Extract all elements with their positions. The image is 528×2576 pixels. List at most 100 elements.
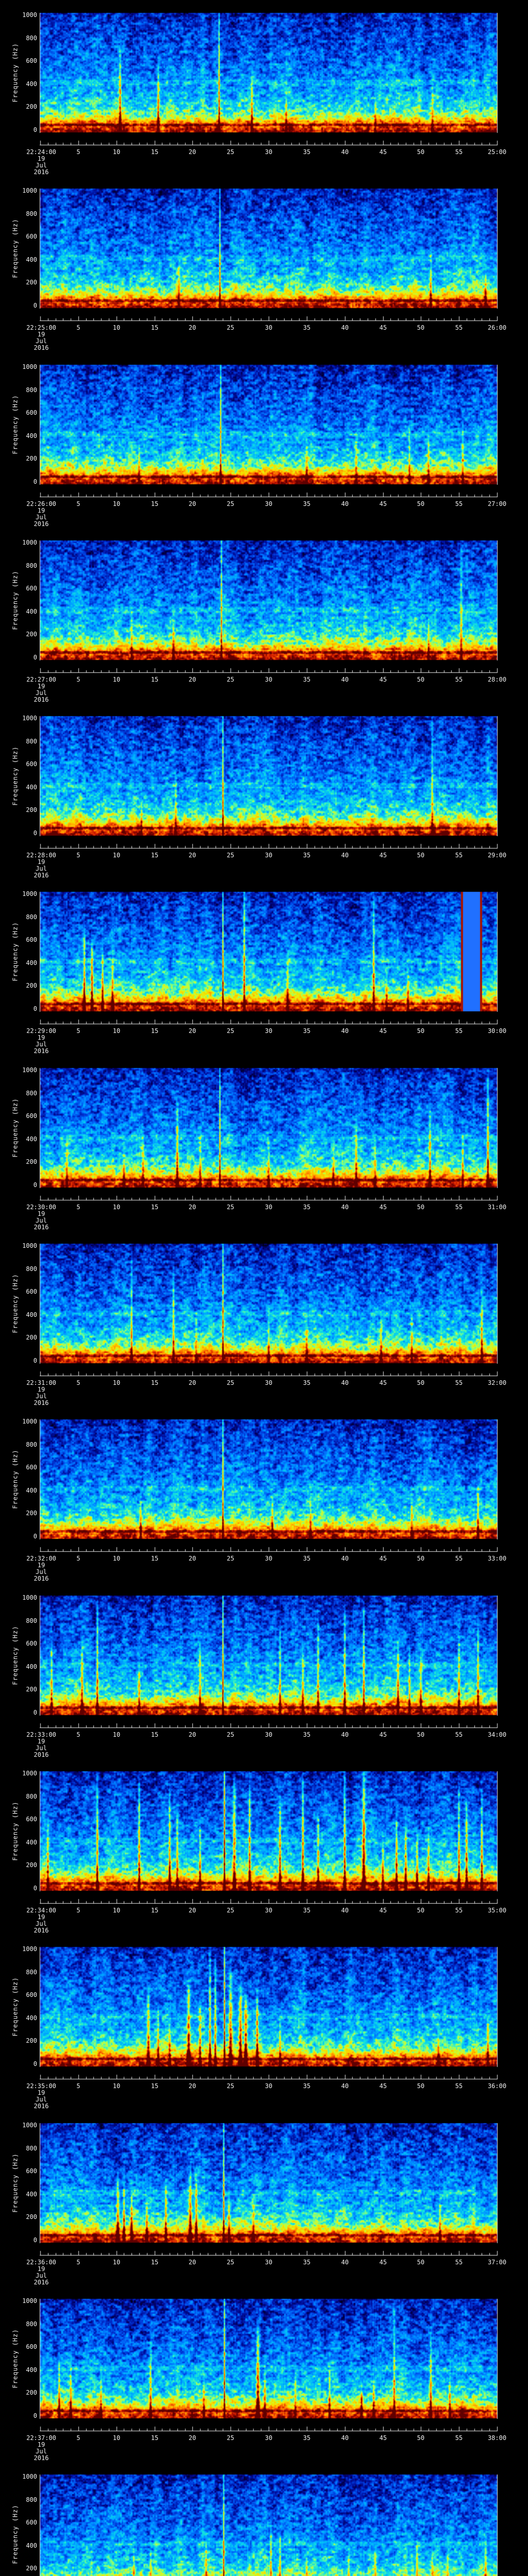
x-tick-label: 30	[265, 1204, 273, 1211]
y-tick-label: 600	[26, 57, 37, 64]
spectrogram-canvas	[0, 1055, 528, 1231]
y-tick-label: 200	[26, 1861, 37, 1869]
x-tick-label: 30	[265, 2082, 273, 2090]
x-tick-label: 40	[341, 1204, 349, 1211]
x-start-time-label: 22:26:00	[26, 500, 56, 507]
x-tick-label: 5	[76, 852, 80, 859]
x-tick-label: 20	[188, 852, 196, 859]
x-tick-label: 15	[151, 852, 159, 859]
spectrogram-panel-6: 0 200 400 600 800 1000 Frequency (Hz) 22:29:00 5…	[0, 879, 528, 1055]
y-tick-label: 800	[26, 2496, 37, 2503]
y-tick-label: 400	[26, 1311, 37, 1318]
x-tick-label: 10	[112, 1731, 121, 1738]
x-tick-label: 15	[151, 1379, 159, 1386]
x-tick-label: 50	[417, 1907, 425, 1914]
x-tick-label: 25	[226, 2434, 235, 2442]
x-tick-label: 50	[417, 148, 425, 156]
spectrogram-canvas	[0, 2462, 528, 2576]
x-tick-label: 45	[379, 1555, 387, 1562]
x-tick-label: 20	[188, 1907, 196, 1914]
y-tick-label: 400	[26, 1839, 37, 1846]
y-axis-title: Frequency (Hz)	[11, 570, 19, 630]
x-tick-label: 50	[417, 2082, 425, 2090]
x-end-time-label: 34:00	[487, 1731, 507, 1738]
x-tick-label: 15	[151, 2434, 159, 2442]
y-tick-label: 0	[33, 126, 37, 133]
x-start-time-label: 22:25:00	[26, 324, 56, 331]
x-tick-label: 40	[341, 1907, 349, 1914]
x-tick-label: 10	[112, 1027, 121, 1035]
y-axis-title: Frequency (Hz)	[11, 43, 19, 103]
x-tick-label: 30	[265, 148, 273, 156]
x-tick-label: 40	[341, 1379, 349, 1386]
y-tick-label: 0	[33, 654, 37, 661]
x-tick-label: 55	[455, 500, 463, 507]
x-tick-label: 20	[188, 2434, 196, 2442]
x-tick-label: 50	[417, 1731, 425, 1738]
y-tick-label: 800	[26, 1793, 37, 1800]
x-tick-label: 5	[76, 1379, 80, 1386]
date-line: 2016	[34, 344, 49, 351]
date-line: 2016	[34, 520, 49, 528]
y-tick-label: 600	[26, 2519, 37, 2526]
spectrogram-panel-11: 0 200 400 600 800 1000 Frequency (Hz) 22:34:00 5…	[0, 1758, 528, 1935]
x-tick-label: 30	[265, 1027, 273, 1035]
x-tick-label: 20	[188, 2259, 196, 2266]
y-axis-title: Frequency (Hz)	[11, 1098, 19, 1158]
date-line: Jul	[36, 337, 47, 345]
x-tick-label: 20	[188, 1731, 196, 1738]
spectrogram-canvas	[0, 1934, 528, 2110]
y-tick-label: 400	[26, 256, 37, 263]
x-tick-label: 30	[265, 500, 273, 507]
date-line: 2016	[34, 1575, 49, 1582]
y-tick-label: 1000	[22, 2297, 37, 2304]
y-tick-label: 400	[26, 608, 37, 615]
x-tick-label: 35	[303, 500, 311, 507]
x-end-time-label: 38:00	[487, 2434, 507, 2442]
x-tick-label: 30	[265, 1379, 273, 1386]
spectrogram-panel-14: 0 200 400 600 800 1000 Frequency (Hz) 22:37:00 5…	[0, 2286, 528, 2462]
x-tick-label: 55	[455, 1555, 463, 1562]
x-tick-label: 35	[303, 852, 311, 859]
y-tick-label: 600	[26, 585, 37, 592]
date-line: Jul	[36, 2272, 47, 2279]
date-line: Jul	[36, 162, 47, 169]
x-tick-label: 50	[417, 1555, 425, 1562]
x-tick-label: 10	[112, 1204, 121, 1211]
x-tick-label: 15	[151, 500, 159, 507]
x-tick-label: 5	[76, 324, 80, 331]
x-tick-label: 55	[455, 1907, 463, 1914]
spectrogram-panel-9: 0 200 400 600 800 1000 Frequency (Hz) 22:32:00 5…	[0, 1406, 528, 1583]
x-start-time-label: 22:24:00	[26, 148, 56, 156]
spectrogram-canvas	[0, 176, 528, 352]
x-tick-label: 40	[341, 1731, 349, 1738]
y-axis-title: Frequency (Hz)	[11, 2329, 19, 2388]
y-tick-label: 1000	[22, 1242, 37, 1249]
x-tick-label: 50	[417, 1027, 425, 1035]
x-end-time-label: 32:00	[487, 1379, 507, 1386]
y-tick-label: 400	[26, 959, 37, 967]
x-tick-label: 15	[151, 1731, 159, 1738]
date-line: 19	[37, 1738, 45, 1745]
spectrogram-panel-12: 0 200 400 600 800 1000 Frequency (Hz) 22:35:00 5…	[0, 1934, 528, 2110]
x-tick-label: 20	[188, 1027, 196, 1035]
spectrogram-canvas	[0, 2286, 528, 2462]
date-line: 2016	[34, 1927, 49, 1934]
y-tick-label: 1000	[22, 363, 37, 370]
y-tick-label: 800	[26, 1441, 37, 1448]
date-line: 2016	[34, 696, 49, 703]
x-tick-label: 50	[417, 1379, 425, 1386]
date-line: 2016	[34, 1047, 49, 1055]
x-tick-label: 5	[76, 1907, 80, 1914]
date-line: Jul	[36, 1041, 47, 1048]
x-tick-label: 40	[341, 1555, 349, 1562]
x-tick-label: 5	[76, 1555, 80, 1562]
y-tick-label: 200	[26, 1686, 37, 1693]
x-tick-label: 15	[151, 1027, 159, 1035]
spectrogram-canvas	[0, 879, 528, 1055]
x-tick-label: 25	[226, 1731, 235, 1738]
x-tick-label: 25	[226, 2082, 235, 2090]
x-tick-label: 15	[151, 2082, 159, 2090]
x-tick-label: 50	[417, 324, 425, 331]
date-line: 19	[37, 2089, 45, 2096]
